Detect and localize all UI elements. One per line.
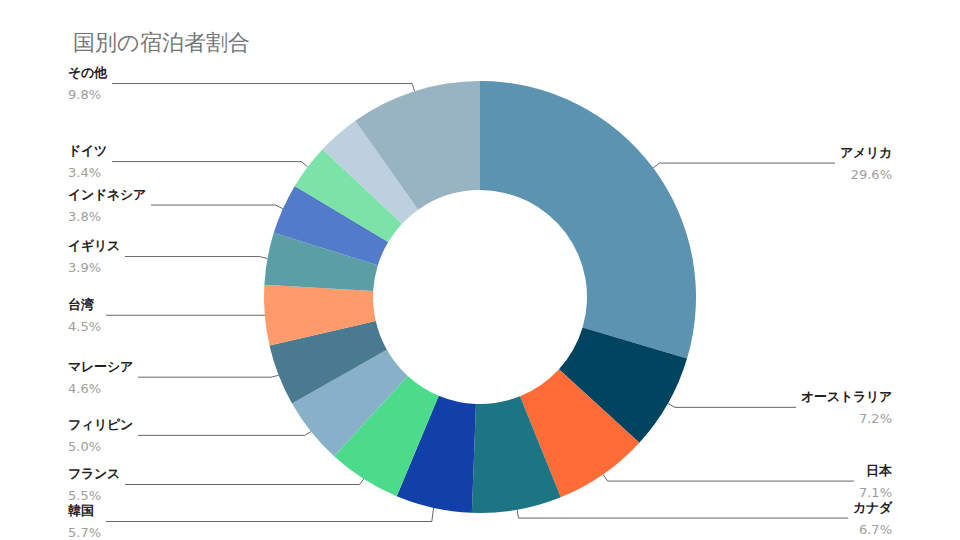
svg-text:インドネシア: インドネシア [68, 187, 146, 202]
svg-text:オーストラリア: オーストラリア [801, 389, 892, 404]
svg-text:5.7%: 5.7% [68, 525, 101, 540]
svg-text:7.1%: 7.1% [859, 485, 892, 500]
svg-text:3.4%: 3.4% [68, 165, 101, 180]
svg-text:9.8%: 9.8% [68, 87, 101, 102]
svg-text:フィリピン: フィリピン [68, 417, 133, 432]
svg-text:7.2%: 7.2% [859, 411, 892, 426]
svg-text:3.8%: 3.8% [68, 209, 101, 224]
svg-text:国別の宿泊者割合: 国別の宿泊者割合 [73, 30, 250, 55]
svg-text:4.5%: 4.5% [68, 319, 101, 334]
svg-text:日本: 日本 [866, 463, 893, 478]
svg-text:6.7%: 6.7% [859, 522, 892, 537]
svg-text:5.5%: 5.5% [68, 488, 101, 503]
svg-text:その他: その他 [68, 65, 108, 80]
svg-text:フランス: フランス [68, 466, 120, 481]
svg-text:アメリカ: アメリカ [840, 145, 892, 160]
svg-text:3.9%: 3.9% [68, 260, 101, 275]
svg-text:29.6%: 29.6% [851, 167, 892, 182]
svg-text:マレーシア: マレーシア [68, 359, 133, 374]
svg-text:韓国: 韓国 [68, 503, 94, 518]
svg-text:5.0%: 5.0% [68, 439, 101, 454]
svg-text:カナダ: カナダ [853, 500, 893, 515]
svg-text:4.6%: 4.6% [68, 381, 101, 396]
svg-text:イギリス: イギリス [68, 238, 120, 253]
svg-text:台湾: 台湾 [68, 297, 94, 312]
svg-text:ドイツ: ドイツ [68, 143, 107, 158]
